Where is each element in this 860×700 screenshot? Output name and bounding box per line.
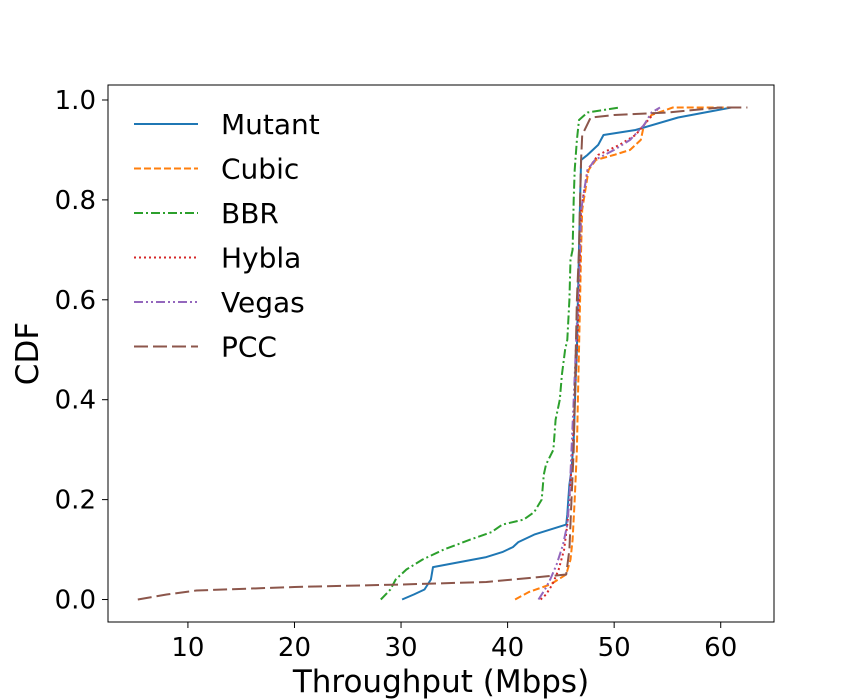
x-tick-label: 10 <box>171 633 204 663</box>
legend-label-mutant: Mutant <box>221 108 320 141</box>
series-line-bbr <box>380 106 620 601</box>
legend: Mutant Cubic BBR Hybla Vegas PCC <box>134 108 320 364</box>
series-line-hybla <box>539 106 660 601</box>
x-tick-label: 60 <box>704 633 737 663</box>
y-tick-label: 1.0 <box>55 86 96 116</box>
x-tick-label: 20 <box>278 633 311 663</box>
series-layer <box>137 106 748 601</box>
legend-label-pcc: PCC <box>221 331 277 364</box>
legend-label-bbr: BBR <box>221 197 279 230</box>
x-axis: 10 20 30 40 50 60 <box>171 622 737 663</box>
plot-area-frame <box>107 84 775 623</box>
x-tick-label: 30 <box>384 633 417 663</box>
y-tick-label: 0.6 <box>55 286 96 316</box>
legend-label-hybla: Hybla <box>221 242 301 275</box>
legend-label-cubic: Cubic <box>221 153 299 186</box>
x-tick-label: 50 <box>598 633 631 663</box>
y-axis-title: CDF <box>10 322 46 385</box>
y-tick-label: 0.0 <box>55 586 96 616</box>
x-axis-title: Throughput (Mbps) <box>292 664 589 700</box>
x-tick-label: 40 <box>491 633 524 663</box>
y-tick-label: 0.8 <box>55 186 96 216</box>
series-line-vegas <box>537 106 661 601</box>
y-axis: 0.0 0.2 0.4 0.6 0.8 1.0 <box>55 86 108 616</box>
legend-label-vegas: Vegas <box>221 286 305 319</box>
series-line-pcc <box>137 106 748 601</box>
y-tick-label: 0.4 <box>55 386 96 416</box>
y-tick-label: 0.2 <box>55 486 96 516</box>
